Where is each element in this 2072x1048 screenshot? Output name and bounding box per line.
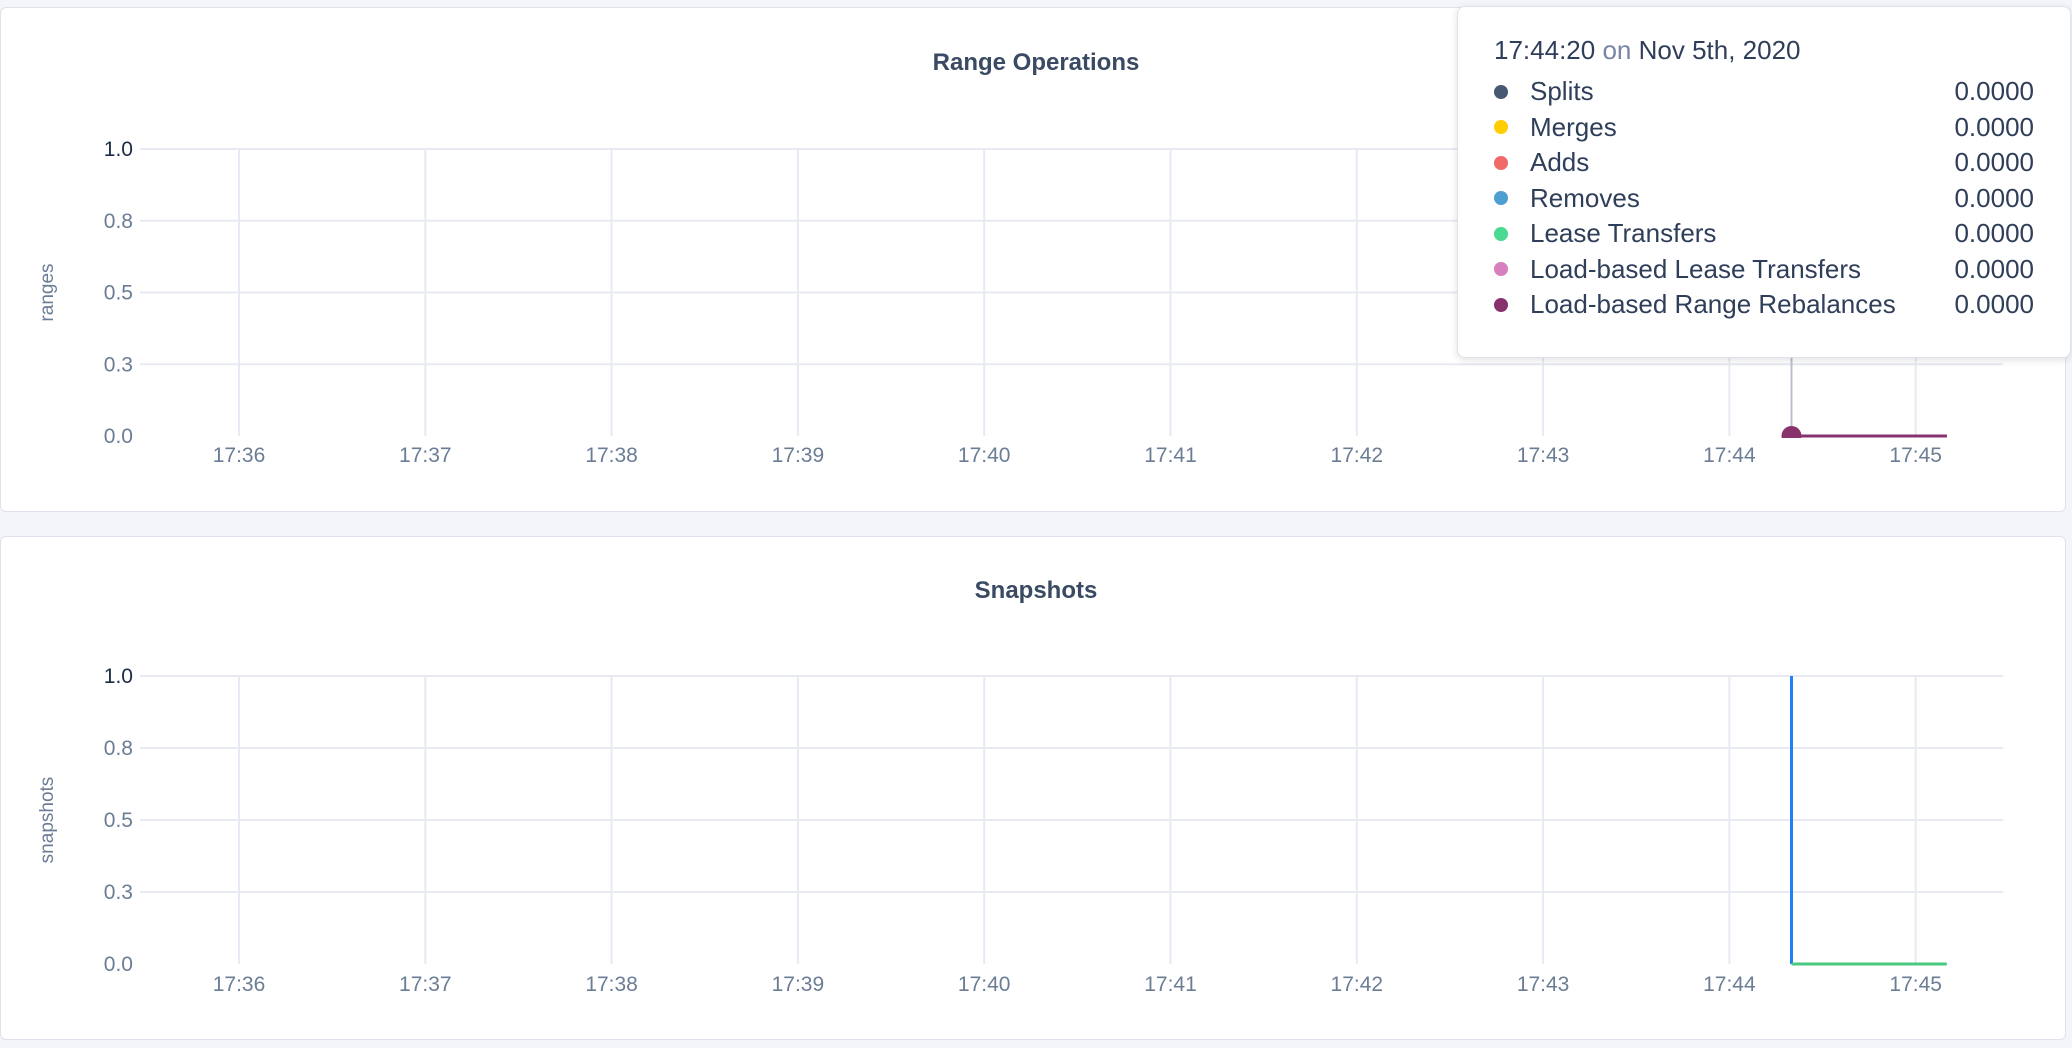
x-tick-label: 17:40 bbox=[958, 444, 1011, 467]
tooltip-series-value: 0.0000 bbox=[1954, 147, 2034, 178]
x-tick-label: 17:38 bbox=[585, 444, 638, 467]
x-tick-label: 17:38 bbox=[585, 973, 638, 996]
x-tick-label: 17:42 bbox=[1331, 444, 1384, 467]
range-operations-panel: Range Operations 1.0 0.8 0.5 0.3 0.0 17:36 17:3… bbox=[0, 6, 2071, 513]
x-tick-label: 17:37 bbox=[399, 973, 452, 996]
x-tick-label: 17:39 bbox=[772, 973, 825, 996]
x-tick-label: 17:42 bbox=[1331, 973, 1384, 996]
tooltip-series-name: Removes bbox=[1530, 182, 1640, 213]
tooltip-row: Load-based Lease Transfers 0.0000 bbox=[1494, 252, 2034, 288]
tooltip-series-name: Lease Transfers bbox=[1530, 218, 1717, 249]
x-tick-label: 17:44 bbox=[1703, 973, 1756, 996]
x-tick-label: 17:40 bbox=[958, 973, 1011, 996]
x-tick-label: 17:41 bbox=[1144, 973, 1197, 996]
chart-title: Range Operations bbox=[933, 49, 1140, 76]
series-dot-icon bbox=[1494, 262, 1508, 277]
tooltip-row: Removes 0.0000 bbox=[1494, 181, 2034, 217]
x-tick-label: 17:39 bbox=[772, 444, 825, 467]
tooltip-row: Merges 0.0000 bbox=[1494, 110, 2034, 146]
series-dot-icon bbox=[1494, 84, 1508, 99]
tooltip-series-value: 0.0000 bbox=[1954, 289, 2034, 320]
tooltip-on: on bbox=[1602, 35, 1632, 65]
tooltip-series-value: 0.0000 bbox=[1954, 182, 2034, 213]
series-dot-icon bbox=[1494, 226, 1508, 241]
y-tick-label: 0.3 bbox=[104, 881, 133, 904]
y-tick-label: 0.5 bbox=[104, 282, 133, 305]
x-tick-label: 17:36 bbox=[213, 973, 266, 996]
x-tick-label: 17:43 bbox=[1517, 444, 1570, 467]
tooltip-header: 17:44:20 on Nov 5th, 2020 bbox=[1494, 35, 2034, 66]
y-tick-label: 0.8 bbox=[104, 210, 133, 233]
tooltip-row: Adds 0.0000 bbox=[1494, 145, 2034, 181]
series-dot-icon bbox=[1494, 155, 1508, 170]
plot-clip bbox=[1779, 438, 1804, 450]
x-tick-label: 17:43 bbox=[1517, 973, 1570, 996]
x-tick-label: 17:41 bbox=[1144, 444, 1197, 467]
tooltip-date: Nov 5th, 2020 bbox=[1638, 35, 1801, 65]
tooltip-series-name: Merges bbox=[1530, 111, 1617, 142]
chart-tooltip: 17:44:20 on Nov 5th, 2020 Splits 0.0000 … bbox=[1457, 6, 2071, 358]
tooltip-series-value: 0.0000 bbox=[1954, 253, 2034, 284]
tooltip-series-name: Load-based Range Rebalances bbox=[1530, 289, 1896, 320]
y-tick-label: 0.5 bbox=[104, 809, 133, 832]
chart-title: Snapshots bbox=[975, 577, 1098, 604]
series-dot-icon bbox=[1494, 191, 1508, 206]
y-tick-label: 0.0 bbox=[104, 425, 133, 448]
tooltip-series-name: Splits bbox=[1530, 76, 1594, 107]
snapshots-chart[interactable]: Snapshots 1.0 0.8 0.5 0.3 0.0 17:36 17:37 17:38 1… bbox=[1, 537, 2067, 1041]
tooltip-series-name: Adds bbox=[1530, 147, 1590, 178]
tooltip-row: Load-based Range Rebalances 0.0000 bbox=[1494, 287, 2034, 323]
range-operations-chart[interactable]: Range Operations 1.0 0.8 0.5 0.3 0.0 17:36 17:3… bbox=[1, 8, 2067, 513]
x-tick-label: 17:37 bbox=[399, 444, 452, 467]
y-tick-label: 1.0 bbox=[104, 665, 133, 688]
y-tick-label: 1.0 bbox=[104, 138, 133, 161]
x-tick-label: 17:45 bbox=[1889, 444, 1942, 467]
series-dot-icon bbox=[1494, 120, 1508, 135]
y-axis-label: snapshots bbox=[37, 777, 58, 864]
tooltip-row: Splits 0.0000 bbox=[1494, 74, 2034, 110]
tooltip-time: 17:44:20 bbox=[1494, 35, 1596, 65]
x-tick-label: 17:36 bbox=[213, 444, 266, 467]
y-tick-label: 0.8 bbox=[104, 737, 133, 760]
tooltip-row: Lease Transfers 0.0000 bbox=[1494, 216, 2034, 252]
tooltip-series-value: 0.0000 bbox=[1954, 111, 2034, 142]
x-tick-label: 17:45 bbox=[1889, 973, 1942, 996]
snapshots-panel: Snapshots 1.0 0.8 0.5 0.3 0.0 17:36 17:37 17:38 1… bbox=[0, 536, 2066, 1040]
tooltip-series-name: Load-based Lease Transfers bbox=[1530, 253, 1861, 284]
y-tick-label: 0.3 bbox=[104, 353, 133, 376]
x-tick-label: 17:44 bbox=[1703, 444, 1756, 467]
y-axis-label: ranges bbox=[37, 263, 58, 321]
tooltip-series-value: 0.0000 bbox=[1954, 76, 2034, 107]
series-dot-icon bbox=[1494, 297, 1508, 312]
tooltip-series-value: 0.0000 bbox=[1954, 218, 2034, 249]
y-tick-label: 0.0 bbox=[104, 953, 133, 976]
